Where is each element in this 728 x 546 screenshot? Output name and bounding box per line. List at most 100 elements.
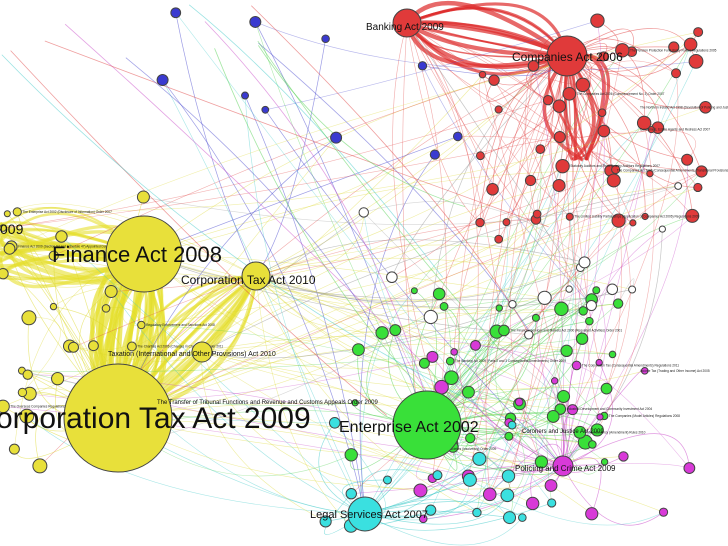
small-node[interactable] (51, 372, 65, 386)
small-node[interactable] (429, 149, 440, 160)
small-node[interactable] (22, 369, 33, 380)
small-node[interactable] (382, 475, 392, 485)
small-node[interactable] (531, 313, 540, 322)
small-node[interactable] (500, 488, 515, 503)
small-node[interactable] (552, 99, 567, 113)
small-node[interactable] (0, 267, 9, 280)
small-node[interactable] (319, 515, 332, 528)
small-node[interactable] (425, 504, 437, 516)
small-node[interactable] (552, 178, 566, 192)
small-node[interactable] (328, 417, 341, 429)
small-node[interactable] (592, 286, 601, 295)
small-node[interactable] (345, 487, 357, 500)
small-node[interactable] (524, 174, 537, 187)
small-node[interactable] (611, 213, 626, 228)
small-node[interactable] (352, 343, 365, 357)
small-node[interactable] (386, 271, 398, 284)
small-node[interactable] (101, 304, 111, 313)
small-node[interactable] (475, 151, 485, 161)
small-node[interactable] (88, 340, 99, 352)
small-node[interactable] (488, 74, 500, 86)
small-node[interactable] (606, 173, 621, 188)
small-node[interactable] (241, 91, 250, 100)
small-node[interactable] (439, 302, 449, 311)
small-node[interactable] (495, 304, 503, 312)
small-node[interactable] (462, 472, 477, 487)
small-node[interactable] (55, 230, 68, 243)
small-node[interactable] (494, 234, 504, 244)
small-node[interactable] (261, 105, 270, 114)
small-node[interactable] (12, 207, 22, 217)
small-node[interactable] (8, 443, 20, 455)
small-node[interactable] (544, 479, 558, 492)
small-node[interactable] (554, 403, 567, 415)
hub-node-policing-crime-2009[interactable] (552, 455, 574, 477)
small-node[interactable] (418, 357, 430, 369)
small-node[interactable] (571, 360, 582, 371)
small-node[interactable] (432, 470, 443, 481)
small-node[interactable] (518, 513, 527, 522)
small-node[interactable] (567, 404, 579, 416)
small-node[interactable] (693, 27, 704, 38)
small-node[interactable] (585, 316, 594, 326)
small-node[interactable] (578, 256, 591, 269)
small-node[interactable] (127, 341, 137, 352)
small-node[interactable] (445, 356, 455, 366)
hub-node-corp-tax-2010[interactable] (241, 261, 271, 291)
small-node[interactable] (452, 131, 463, 142)
small-node[interactable] (590, 13, 605, 28)
small-node[interactable] (683, 37, 698, 52)
small-node[interactable] (19, 408, 35, 424)
small-node[interactable] (562, 86, 577, 101)
small-node[interactable] (48, 250, 59, 261)
small-node[interactable] (104, 284, 118, 298)
small-node[interactable] (597, 124, 611, 138)
small-node[interactable] (375, 326, 389, 340)
small-node[interactable] (527, 60, 540, 72)
small-node[interactable] (507, 420, 517, 430)
small-node[interactable] (688, 53, 704, 69)
small-node[interactable] (546, 410, 560, 423)
small-node[interactable] (674, 182, 683, 190)
small-node[interactable] (137, 320, 146, 330)
small-node[interactable] (525, 496, 540, 511)
small-node[interactable] (553, 130, 566, 143)
small-node[interactable] (535, 144, 546, 155)
small-node[interactable] (486, 182, 499, 196)
small-node[interactable] (647, 126, 655, 134)
small-node[interactable] (21, 310, 37, 326)
small-node[interactable] (542, 94, 554, 106)
small-node[interactable] (330, 131, 343, 144)
small-node[interactable] (612, 298, 624, 309)
small-node[interactable] (344, 448, 358, 462)
small-node[interactable] (156, 74, 169, 87)
hub-node-banking-2009[interactable] (392, 8, 422, 38)
small-node[interactable] (472, 451, 487, 466)
hub-node-legal-services-2007[interactable] (347, 496, 383, 532)
small-node[interactable] (534, 455, 549, 469)
small-node[interactable] (658, 225, 666, 233)
small-node[interactable] (596, 413, 604, 421)
small-node[interactable] (423, 309, 438, 325)
small-node[interactable] (575, 77, 591, 93)
small-node[interactable] (389, 324, 402, 337)
hub-node-finance-2008[interactable] (105, 215, 183, 293)
small-node[interactable] (588, 440, 597, 449)
small-node[interactable] (600, 382, 613, 395)
small-node[interactable] (358, 207, 369, 218)
small-node[interactable] (537, 290, 552, 305)
small-node[interactable] (575, 332, 589, 345)
small-node[interactable] (668, 41, 680, 53)
small-node[interactable] (640, 367, 649, 375)
small-node[interactable] (32, 458, 48, 474)
small-node[interactable] (611, 164, 621, 175)
small-node[interactable] (695, 165, 708, 178)
small-node[interactable] (565, 285, 573, 293)
small-node[interactable] (450, 348, 458, 356)
small-node[interactable] (462, 385, 475, 399)
small-node[interactable] (136, 190, 150, 204)
small-node[interactable] (532, 209, 542, 219)
small-node[interactable] (17, 387, 28, 398)
small-node[interactable] (465, 432, 476, 444)
small-node[interactable] (557, 389, 571, 403)
